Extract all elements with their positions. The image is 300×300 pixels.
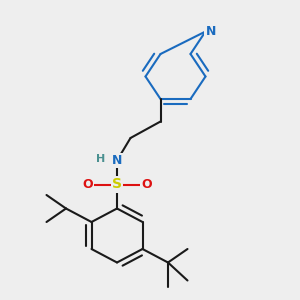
Text: N: N	[112, 154, 122, 167]
Text: S: S	[112, 178, 122, 191]
Text: O: O	[82, 178, 93, 191]
Text: O: O	[141, 178, 152, 191]
Text: H: H	[96, 154, 105, 164]
Text: N: N	[206, 25, 216, 38]
